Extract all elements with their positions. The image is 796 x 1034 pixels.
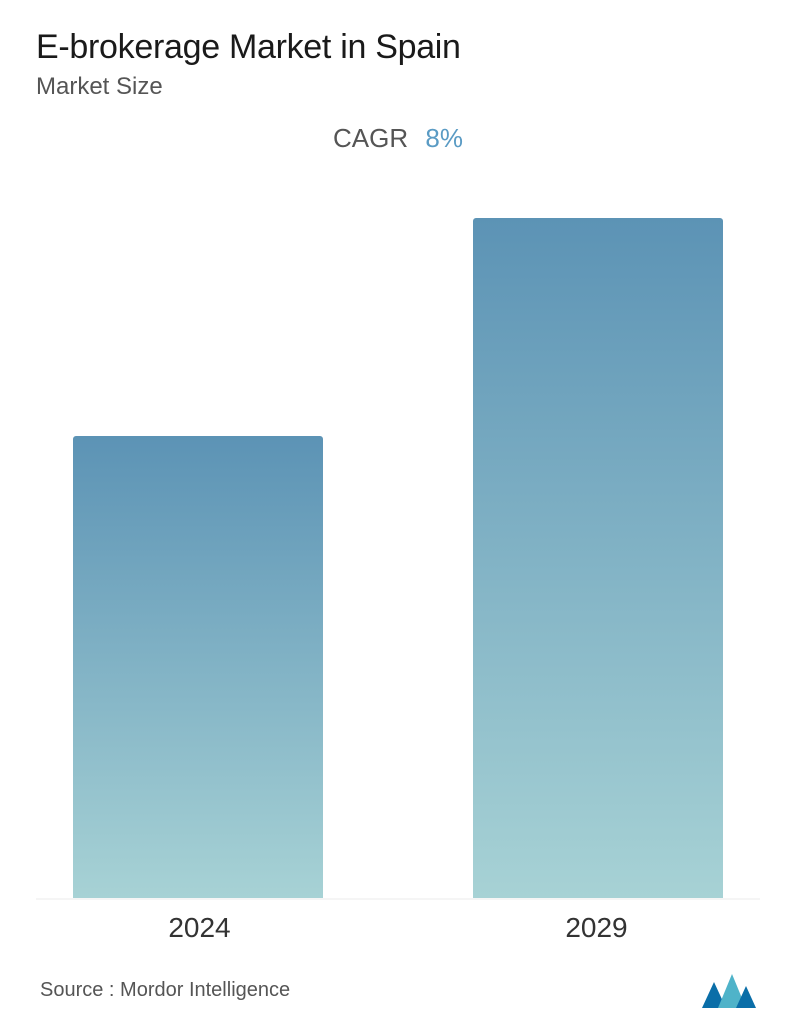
source-text: Source : Mordor Intelligence: [40, 979, 290, 1002]
bar-2029: [473, 218, 723, 898]
x-label: 2029: [473, 912, 720, 944]
bar-wrap: [73, 436, 323, 898]
chart-container: E-brokerage Market in Spain Market Size …: [0, 0, 796, 1034]
bar-2024: [73, 436, 323, 898]
mordor-logo-icon: [702, 972, 756, 1008]
chart-title: E-brokerage Market in Spain: [36, 28, 760, 67]
chart-subtitle: Market Size: [36, 73, 760, 101]
x-label: 2024: [76, 912, 323, 944]
cagr-row: CAGR 8%: [36, 123, 760, 154]
bar-wrap: [473, 218, 723, 898]
chart-x-labels: 2024 2029: [36, 912, 760, 944]
cagr-value: 8%: [425, 123, 463, 153]
chart-footer: Source : Mordor Intelligence: [36, 972, 760, 1014]
cagr-label: CAGR: [333, 123, 408, 153]
chart-plot-area: [36, 174, 760, 900]
